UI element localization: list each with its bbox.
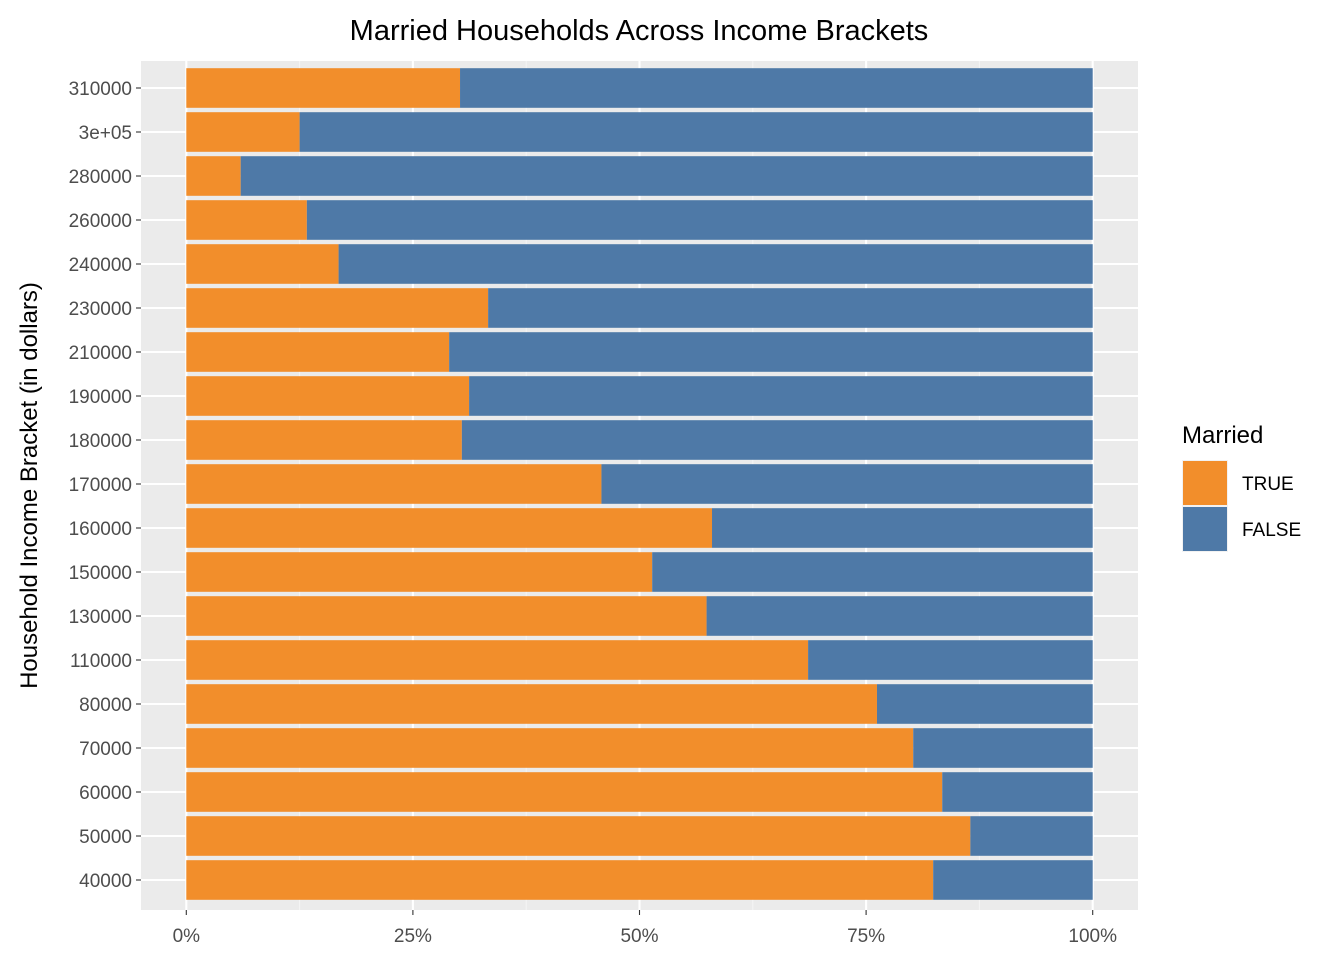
legend-label-false: FALSE [1242, 520, 1301, 541]
y-tick-label: 210000 [69, 343, 132, 364]
y-tick-label: 170000 [69, 475, 132, 496]
bar-false-230000 [488, 288, 1093, 328]
y-tick-label: 240000 [69, 255, 132, 276]
bar-false-310000 [460, 68, 1093, 108]
bar-true-170000 [186, 464, 602, 504]
y-tick-label: 40000 [79, 871, 132, 892]
bar-false-130000 [706, 596, 1093, 636]
bar-true-110000 [186, 640, 809, 680]
bar-false-180000 [461, 420, 1093, 460]
y-tick-label: 110000 [70, 651, 132, 672]
y-tick-label: 280000 [69, 167, 132, 188]
y-tick-label: 70000 [79, 739, 132, 760]
bar-true-130000 [186, 596, 707, 636]
y-tick-label: 260000 [69, 211, 132, 232]
bar-true-210000 [186, 332, 450, 372]
y-tick-label: 50000 [79, 827, 132, 848]
bar-true-280000 [186, 156, 241, 196]
y-tick-label: 80000 [79, 695, 132, 716]
bar-false-210000 [449, 332, 1093, 372]
y-tick-label: 180000 [69, 431, 132, 452]
bar-false-260000 [306, 200, 1093, 240]
y-axis-title: Household Income Bracket (in dollars) [16, 282, 43, 689]
bar-true-80000 [186, 684, 877, 724]
bar-true-150000 [186, 552, 653, 592]
y-tick-label: 130000 [69, 607, 132, 628]
bar-false-110000 [808, 640, 1093, 680]
bar-true-160000 [186, 508, 713, 548]
legend-swatch-false [1183, 507, 1227, 551]
x-tick-label: 25% [394, 926, 432, 947]
chart-title: Married Households Across Income Bracket… [350, 15, 929, 47]
bar-true-190000 [186, 376, 470, 416]
bar-false-70000 [913, 728, 1093, 768]
bar-false-150000 [652, 552, 1093, 592]
bar-false-50000 [970, 816, 1093, 856]
legend: Married TRUE FALSE [1182, 422, 1301, 552]
x-tick-label: 100% [1068, 926, 1117, 947]
y-tick-label: 150000 [69, 563, 132, 584]
legend-label-true: TRUE [1242, 474, 1294, 495]
bar-false-40000 [933, 860, 1093, 900]
y-tick-label: 160000 [69, 519, 132, 540]
bar-true-3e+05 [186, 112, 300, 152]
y-tick-label: 3e+05 [79, 123, 132, 144]
bar-true-50000 [186, 816, 971, 856]
x-tick-label: 50% [620, 926, 658, 947]
bar-false-60000 [942, 772, 1093, 812]
bar-true-260000 [186, 200, 307, 240]
x-tick-label: 0% [173, 926, 201, 947]
bar-false-280000 [240, 156, 1093, 196]
bar-true-240000 [186, 244, 339, 284]
bar-true-310000 [186, 68, 461, 108]
bar-true-230000 [186, 288, 489, 328]
bar-false-160000 [712, 508, 1093, 548]
y-tick-label: 190000 [69, 387, 132, 408]
bars [186, 68, 1093, 900]
bar-true-40000 [186, 860, 934, 900]
bar-false-3e+05 [299, 112, 1093, 152]
bar-true-180000 [186, 420, 462, 460]
legend-title: Married [1182, 422, 1263, 449]
x-axis: 0% 25% 50% 75% 100% [173, 910, 1117, 947]
x-tick-label: 75% [847, 926, 885, 947]
bar-true-60000 [186, 772, 943, 812]
y-tick-label: 230000 [69, 299, 132, 320]
bar-true-70000 [186, 728, 914, 768]
y-tick-label: 60000 [79, 783, 132, 804]
legend-swatch-true [1183, 461, 1227, 505]
bar-false-170000 [601, 464, 1093, 504]
y-tick-label: 310000 [69, 79, 132, 100]
bar-false-80000 [876, 684, 1093, 724]
bar-false-240000 [338, 244, 1093, 284]
bar-false-190000 [469, 376, 1093, 416]
y-axis: 310000 3e+05 280000 260000 240000 230000 21000… [69, 79, 141, 892]
